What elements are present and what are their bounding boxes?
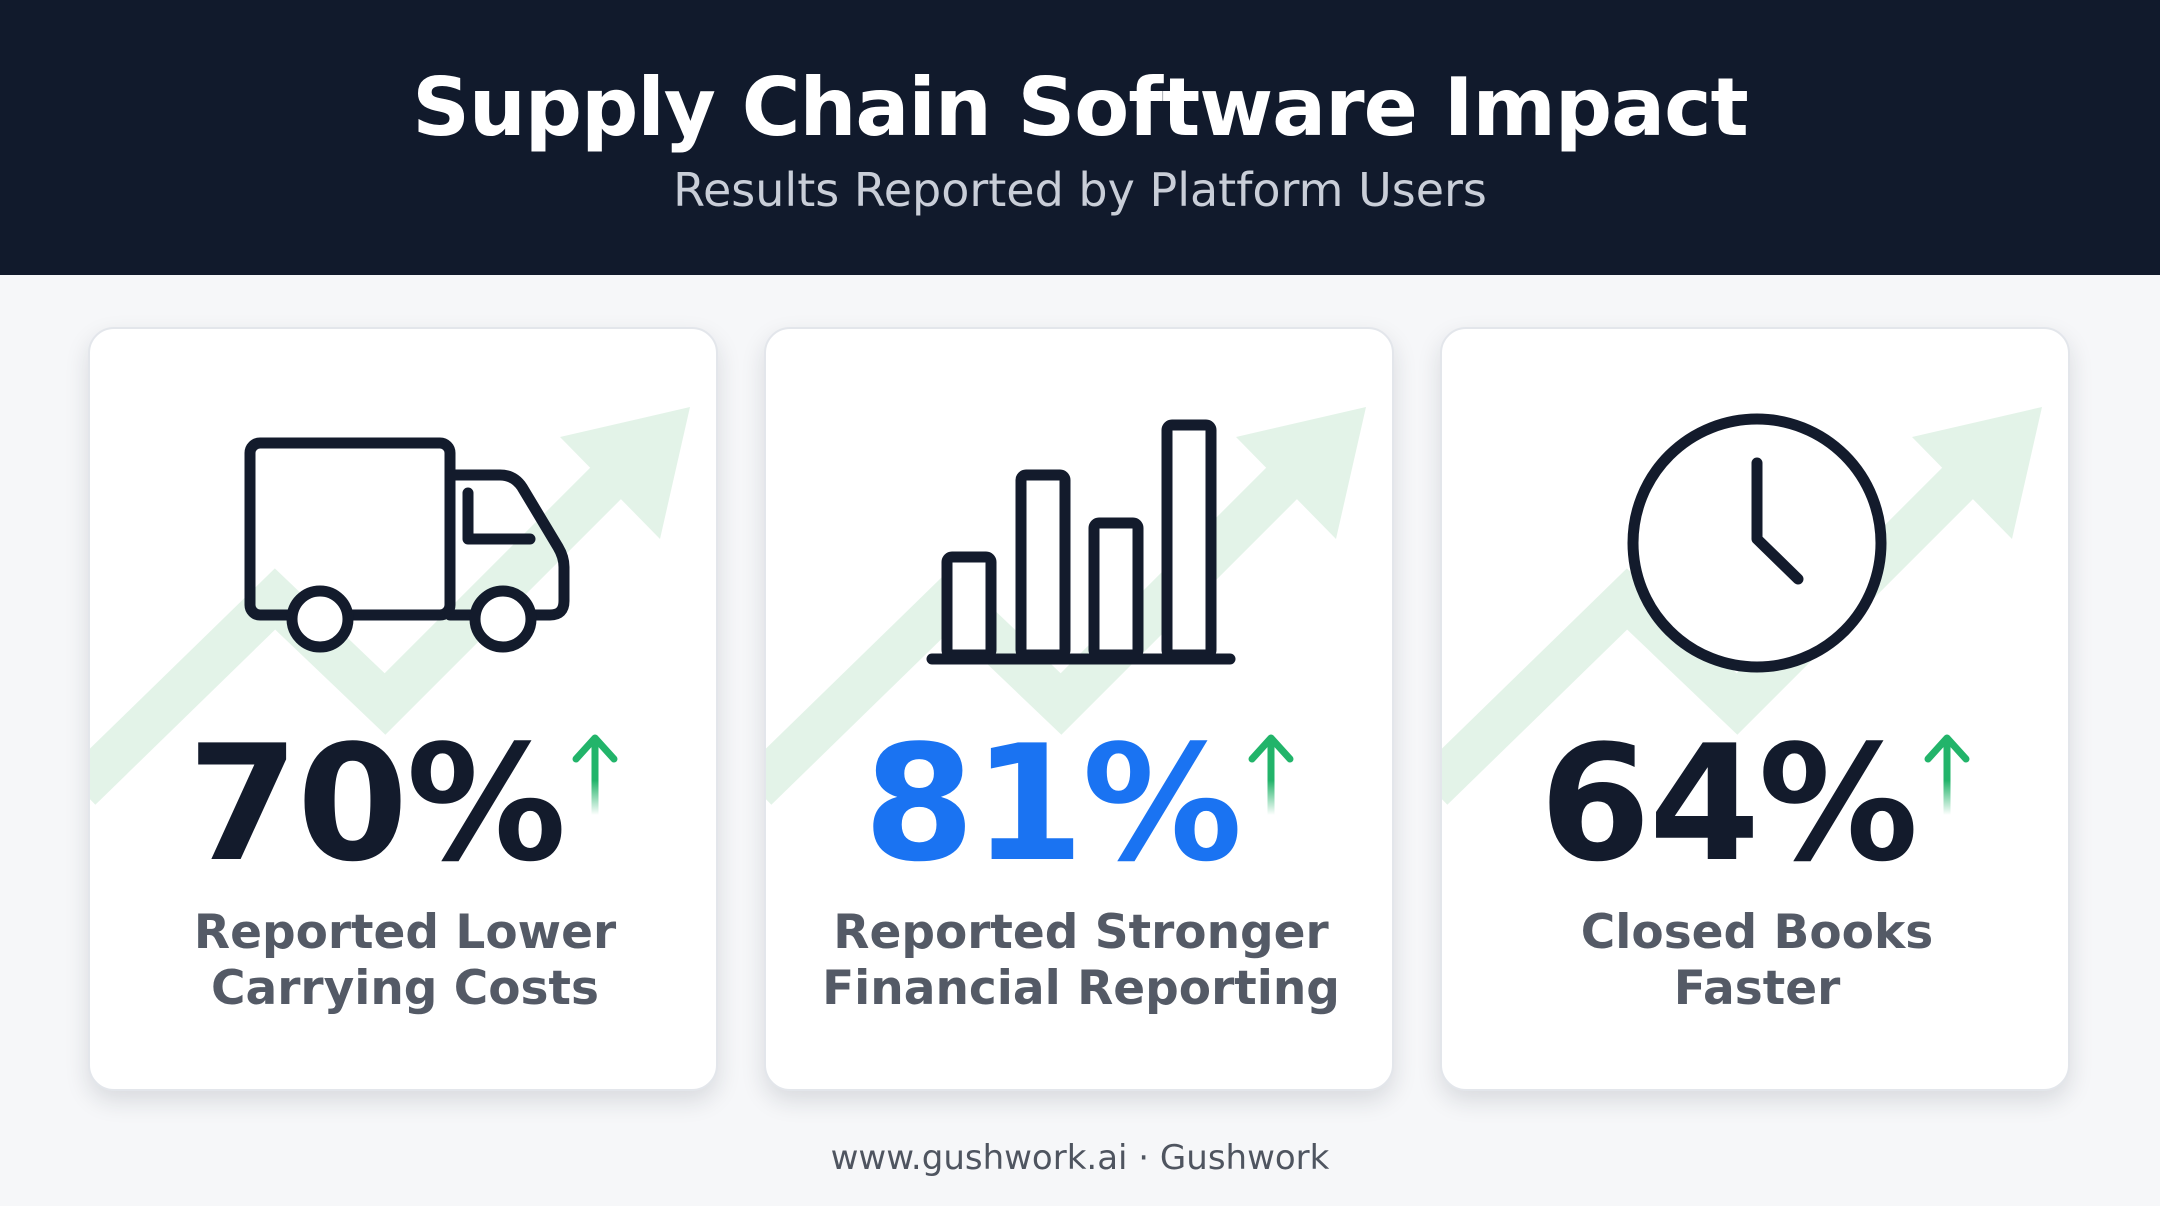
bar-chart-icon [926, 419, 1236, 665]
stat-label-line: Financial Reporting [822, 961, 1340, 1016]
stat-row: 81% [766, 710, 1392, 897]
stat-label: Closed Books Faster [1442, 905, 2068, 1017]
stat-row: 70% [90, 710, 716, 897]
stat-label-line: Carrying Costs [211, 961, 599, 1016]
arrow-up-icon [1924, 734, 1970, 819]
stat-value: 64% [1539, 710, 1919, 897]
stat-label-line: Closed Books [1580, 905, 1934, 960]
stat-label: Reported Stronger Financial Reporting [766, 905, 1392, 1017]
stat-label-line: Reported Lower [193, 905, 617, 960]
page-subtitle: Results Reported by Platform Users [673, 163, 1487, 217]
truck-icon [244, 437, 570, 653]
stat-card-closed-books: 64% Closed Books Faster [1440, 327, 2070, 1091]
header-banner: Supply Chain Software Impact Results Rep… [0, 0, 2160, 275]
stat-card-carrying-costs: 70% Reported Lower Carrying Costs [88, 327, 718, 1091]
stat-row: 64% [1442, 710, 2068, 897]
arrow-up-icon [1248, 734, 1294, 819]
stat-card-financial-reporting: 81% Reported Stronger Financial Reportin… [764, 327, 1394, 1091]
page-title: Supply Chain Software Impact [412, 61, 1749, 154]
clock-icon [1627, 413, 1887, 673]
stat-label-line: Faster [1673, 961, 1841, 1016]
footer-source: www.gushwork.ai · Gushwork [830, 1138, 1330, 1178]
arrow-up-icon [572, 734, 618, 819]
stat-value: 70% [187, 710, 567, 897]
stat-value: 81% [863, 710, 1243, 897]
stat-label-line: Reported Stronger [833, 905, 1329, 960]
stat-label: Reported Lower Carrying Costs [90, 905, 716, 1017]
